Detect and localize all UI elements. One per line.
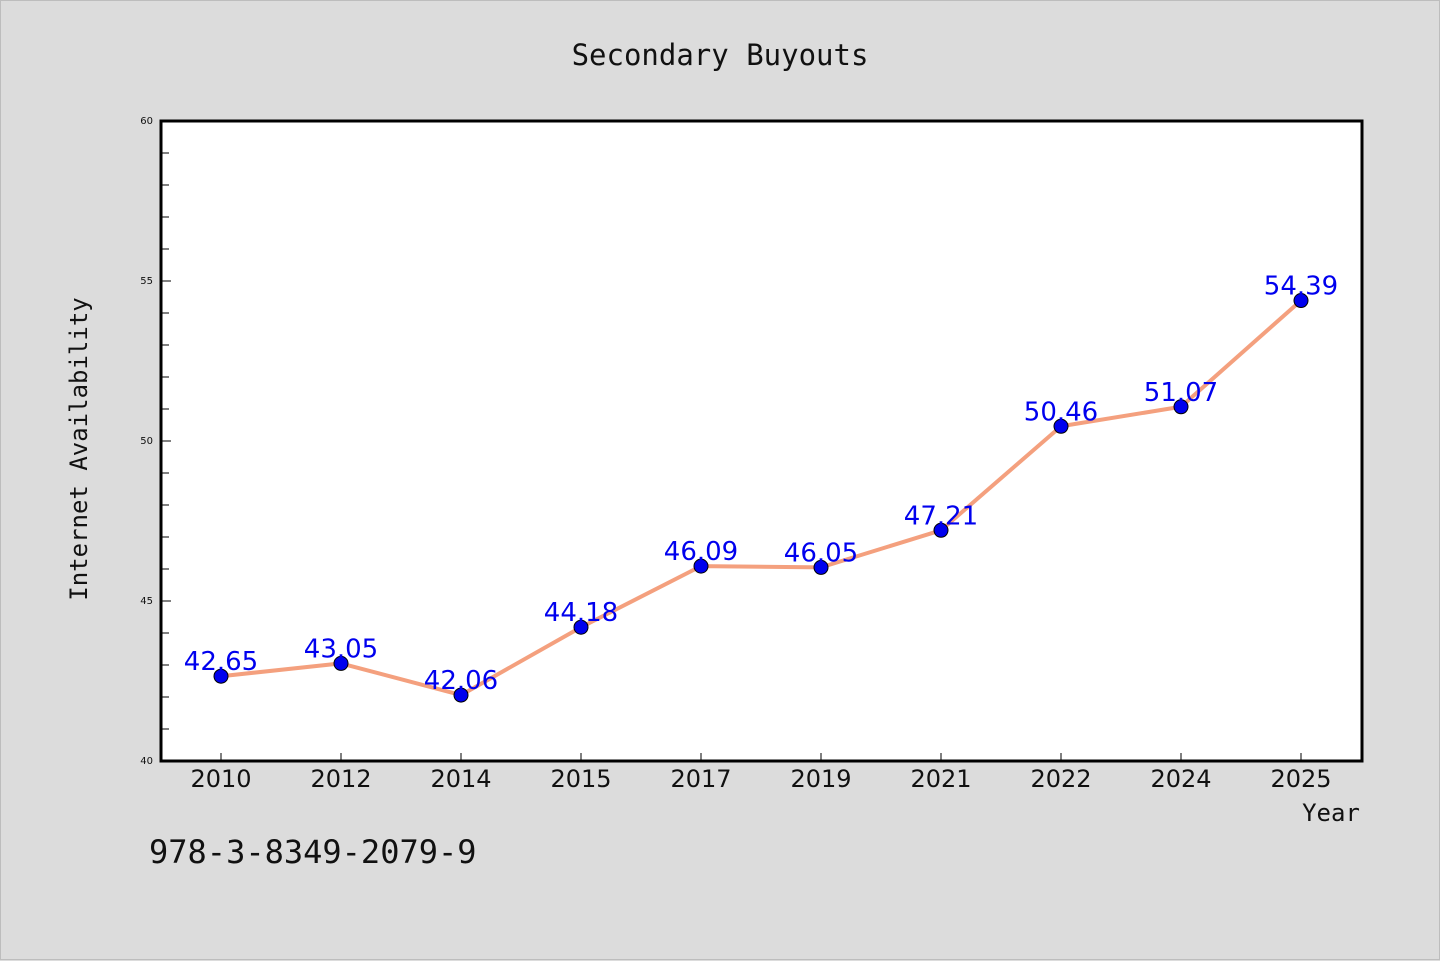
y-tick-label: 45 xyxy=(140,596,153,607)
chart-title: Secondary Buyouts xyxy=(572,38,869,72)
data-label: 46.05 xyxy=(784,538,858,568)
data-point xyxy=(1293,293,1309,309)
y-tick-label: 50 xyxy=(140,436,153,447)
data-label: 42.65 xyxy=(184,647,258,677)
data-label: 44.18 xyxy=(544,598,618,628)
y-axis: 40 45 50 55 60 xyxy=(140,116,171,767)
x-tick-label: 2014 xyxy=(430,765,491,793)
x-tick-label: 2022 xyxy=(1030,765,1091,793)
data-point xyxy=(933,522,949,538)
data-label: 46.09 xyxy=(664,537,738,567)
data-point xyxy=(333,655,349,671)
data-label: 43.05 xyxy=(304,634,378,664)
x-tick-label: 2025 xyxy=(1270,765,1331,793)
x-tick-label: 2017 xyxy=(670,765,731,793)
series-line xyxy=(219,298,1303,698)
data-point xyxy=(213,668,229,684)
data-point xyxy=(453,687,469,703)
y-tick-label: 40 xyxy=(140,756,153,767)
x-tick-label: 2024 xyxy=(1150,765,1211,793)
plot-area xyxy=(159,119,1364,763)
data-label: 47.21 xyxy=(904,501,978,531)
data-point xyxy=(1053,418,1069,434)
x-tick-label: 2019 xyxy=(790,765,851,793)
x-tick-label: 2015 xyxy=(550,765,611,793)
data-point xyxy=(573,619,589,635)
x-tick-label: 2021 xyxy=(910,765,971,793)
data-label: 54.39 xyxy=(1264,272,1338,302)
x-tick-label: 2010 xyxy=(190,765,251,793)
series-line-group: 42.65 43.05 42.06 44.18 46.09 46.05 47.21 50.46… xyxy=(184,272,1338,703)
data-point xyxy=(693,558,709,574)
data-point xyxy=(1173,399,1189,415)
y-tick-label: 60 xyxy=(140,116,153,127)
data-label: 42.06 xyxy=(424,666,498,696)
isbn-text: 978-3-8349-2079-9 xyxy=(149,833,477,871)
y-tick-label: 55 xyxy=(140,276,153,287)
x-axis: 2010 2012 2014 2015 2017 2019 2021 2022 2024 2025 xyxy=(190,753,1332,793)
data-label: 51.07 xyxy=(1144,378,1218,408)
data-label: 50.46 xyxy=(1024,397,1098,427)
y-axis-label: Internet Availability xyxy=(65,297,93,600)
x-axis-label: Year xyxy=(1302,799,1360,827)
data-point xyxy=(813,559,829,575)
x-tick-label: 2012 xyxy=(310,765,371,793)
